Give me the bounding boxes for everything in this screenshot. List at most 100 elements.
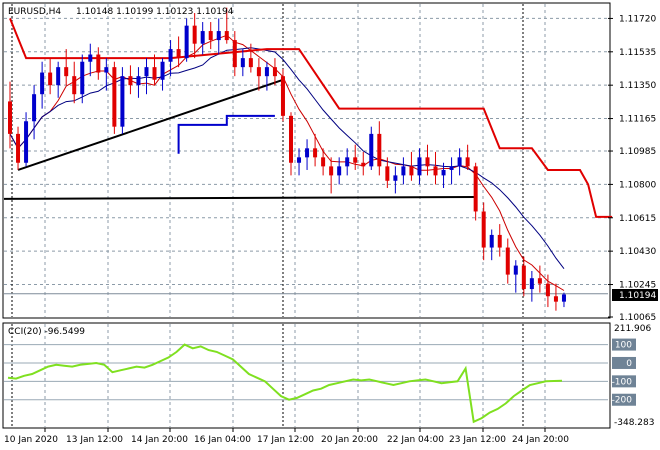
time-tick-label: 23 Jan 12:00 bbox=[449, 435, 506, 445]
candle-body bbox=[553, 296, 558, 302]
candle-body bbox=[369, 133, 374, 167]
candle-body bbox=[200, 31, 205, 44]
candle-body bbox=[184, 25, 189, 59]
candle-body bbox=[377, 133, 382, 167]
candle-body bbox=[40, 72, 45, 95]
cci-tick-label: -100 bbox=[612, 377, 633, 387]
candle-body bbox=[128, 76, 133, 86]
candle-body bbox=[280, 76, 285, 116]
price-tick-label: 1.10615 bbox=[619, 214, 656, 224]
cci-axis: 100 0 -100 -200 bbox=[612, 338, 636, 406]
candle-body bbox=[361, 162, 366, 167]
candle-body bbox=[120, 76, 125, 127]
time-tick-label: 24 Jan 20:00 bbox=[512, 435, 569, 445]
candle-body bbox=[160, 61, 165, 80]
time-tick-label: 16 Jan 04:00 bbox=[194, 435, 251, 445]
candle-body bbox=[112, 67, 117, 127]
candle-body bbox=[224, 31, 229, 41]
candle-body bbox=[88, 54, 93, 62]
candle-body bbox=[425, 157, 430, 167]
price-tick-label: 1.10430 bbox=[619, 247, 656, 257]
candle-body bbox=[481, 211, 486, 248]
fast-ma-line bbox=[9, 34, 565, 291]
candle-body bbox=[192, 25, 197, 44]
candle-body bbox=[409, 166, 414, 176]
cci-series-line bbox=[7, 343, 563, 424]
price-tick-label: 1.11535 bbox=[619, 48, 656, 58]
time-tick-label: 14 Jan 20:00 bbox=[131, 435, 188, 445]
cci-tick-label: 0 bbox=[626, 359, 632, 369]
candle-body bbox=[240, 58, 245, 68]
candle-body bbox=[8, 101, 12, 134]
price-tick-label: 1.10985 bbox=[619, 147, 656, 157]
candle-body bbox=[289, 115, 293, 163]
resistance-step-line bbox=[9, 18, 613, 218]
candle-body bbox=[433, 166, 438, 176]
cci-min-label: -348.283 bbox=[614, 418, 654, 428]
candle-body bbox=[232, 40, 237, 68]
support-level-line bbox=[3, 196, 476, 200]
symbol-label: EURUSD,H4 bbox=[8, 7, 61, 17]
candle-body bbox=[56, 67, 61, 86]
candle-body bbox=[385, 166, 390, 181]
cci-panel-frame bbox=[2, 322, 611, 429]
cci-header-label: CCI(20) -96.5499 bbox=[8, 327, 85, 337]
candle-body bbox=[208, 31, 213, 41]
candle-body bbox=[80, 61, 85, 95]
cci-level-box bbox=[612, 338, 636, 351]
candle-body bbox=[313, 148, 318, 158]
price-tick-label: 1.11720 bbox=[619, 14, 656, 24]
candle-body bbox=[321, 157, 326, 167]
candle-body bbox=[393, 175, 398, 181]
candle-body bbox=[449, 166, 454, 170]
candle-body bbox=[489, 234, 494, 248]
price-tick-label: 1.10065 bbox=[619, 313, 656, 323]
candle-body bbox=[264, 67, 269, 77]
cci-max-label: 211.906 bbox=[614, 324, 651, 334]
candles bbox=[8, 7, 566, 311]
candle-body bbox=[513, 265, 518, 275]
candle-body bbox=[176, 49, 181, 59]
candle-body bbox=[457, 157, 462, 167]
grid bbox=[4, 4, 608, 427]
candle-body bbox=[72, 76, 77, 95]
candle-body bbox=[272, 67, 277, 77]
candle-body bbox=[329, 166, 334, 176]
ohlc-label: 1.10148 1.10199 1.10123 1.10194 bbox=[76, 7, 234, 17]
trend-line bbox=[17, 78, 284, 171]
cci-level-box bbox=[612, 356, 636, 369]
price-tick-label: 1.10800 bbox=[619, 180, 656, 190]
time-axis: 10 Jan 2020 13 Jan 12:00 14 Jan 20:00 16 Ja… bbox=[4, 428, 569, 445]
candle-body bbox=[401, 166, 406, 176]
candle-body bbox=[152, 67, 157, 80]
candle-body bbox=[537, 278, 542, 284]
price-tick-label: 1.11350 bbox=[619, 81, 656, 91]
candle-body bbox=[136, 76, 141, 86]
candle-body bbox=[216, 31, 221, 41]
price-tick-label: 1.10245 bbox=[619, 281, 656, 291]
cci-tick-label: -200 bbox=[612, 396, 633, 406]
current-price-box bbox=[612, 289, 658, 301]
candle-body bbox=[505, 247, 510, 275]
time-tick-label: 13 Jan 12:00 bbox=[66, 435, 123, 445]
candle-body bbox=[104, 67, 109, 73]
cci-level-box bbox=[612, 393, 636, 406]
candle-body bbox=[48, 72, 53, 86]
candle-body bbox=[64, 67, 69, 77]
candle-body bbox=[168, 49, 173, 62]
candle-body bbox=[345, 157, 350, 167]
candle-body bbox=[24, 121, 29, 163]
candle-body bbox=[561, 294, 566, 302]
candle-body bbox=[465, 157, 470, 167]
candle-body bbox=[441, 169, 446, 176]
candle-body bbox=[297, 157, 302, 163]
candle-body bbox=[417, 157, 422, 176]
candle-body bbox=[144, 67, 149, 77]
candle-body bbox=[545, 283, 550, 297]
main-panel-frame bbox=[2, 2, 611, 319]
candle-body bbox=[337, 166, 342, 176]
slow-ma-line bbox=[9, 47, 565, 270]
cci-line bbox=[7, 343, 563, 424]
time-tick-label: 10 Jan 2020 bbox=[4, 435, 58, 445]
